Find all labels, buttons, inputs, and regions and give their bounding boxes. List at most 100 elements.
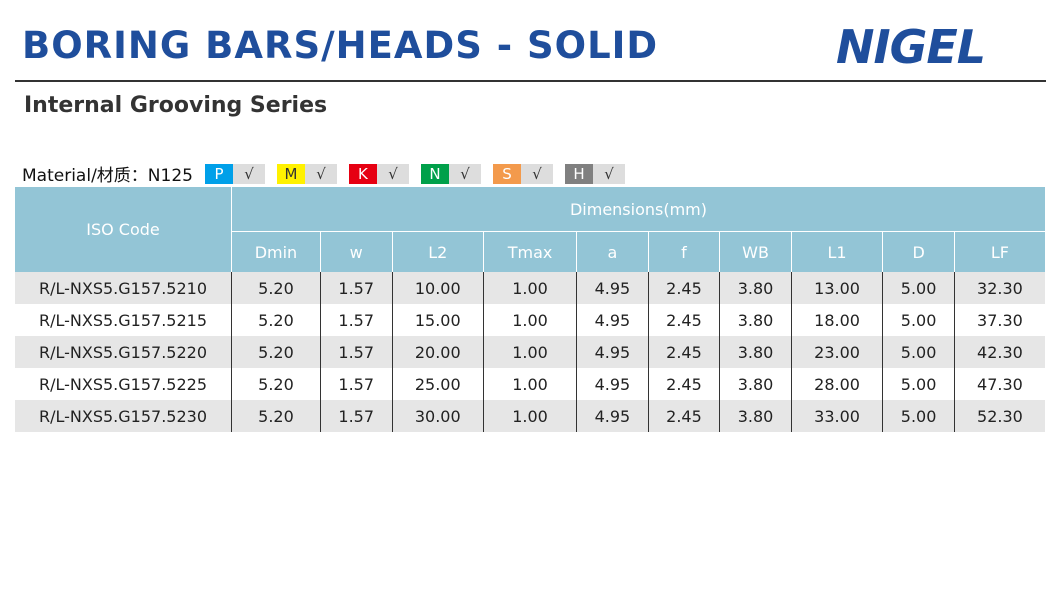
header-row: ISO Code Dimensions(mm) bbox=[15, 187, 1045, 272]
spec-table: ISO Code Dimensions(mm) Dmin w L2 Tmax a f WB L… bbox=[15, 187, 1045, 432]
column-header: f bbox=[647, 231, 720, 272]
cell: 3.80 bbox=[719, 336, 792, 368]
cell: 28.00 bbox=[790, 368, 883, 400]
table-row: R/L-NXS5.G157.5220 5.20 1.57 20.00 1.00 4.95 2… bbox=[15, 336, 1045, 368]
cell: 37.30 bbox=[953, 304, 1045, 336]
iso-code: R/L-NXS5.G157.5220 bbox=[15, 336, 232, 368]
column-header: Tmax bbox=[482, 231, 577, 272]
cell: 5.00 bbox=[882, 368, 955, 400]
cell: 3.80 bbox=[719, 368, 792, 400]
cell: 23.00 bbox=[790, 336, 883, 368]
grade-check: √ bbox=[592, 163, 625, 184]
cell: 2.45 bbox=[647, 272, 720, 304]
iso-code: R/L-NXS5.G157.5225 bbox=[38, 374, 207, 394]
cell: 2.45 bbox=[647, 400, 720, 432]
grade-code: N bbox=[420, 163, 449, 184]
grade-badge: K √ bbox=[348, 163, 409, 184]
grade-badge: P √ bbox=[204, 163, 265, 184]
material-row: Material/材质：N125 P √ M √ K √ N √ S √ H √ bbox=[22, 161, 625, 186]
grade-check: √ bbox=[304, 163, 337, 184]
cell: 10.00 bbox=[391, 272, 484, 304]
cell: 5.00 bbox=[882, 272, 955, 304]
cell: 2.45 bbox=[647, 336, 720, 368]
cell: 1.00 bbox=[482, 272, 577, 304]
cell: 18.00 bbox=[790, 304, 883, 336]
cell: 3.80 bbox=[719, 400, 792, 432]
cell: 5.20 bbox=[231, 400, 321, 432]
cell: 2.45 bbox=[647, 304, 720, 336]
cell: 4.95 bbox=[576, 400, 649, 432]
cell: 1.57 bbox=[319, 304, 392, 336]
grade-code: S bbox=[492, 163, 521, 184]
cell: 1.57 bbox=[319, 336, 392, 368]
cell: 25.00 bbox=[391, 368, 484, 400]
cell: 47.30 bbox=[953, 368, 1045, 400]
grade-badge: S √ bbox=[492, 163, 553, 184]
cell: 4.95 bbox=[576, 336, 649, 368]
cell: 32.30 bbox=[953, 272, 1045, 304]
cell: 52.30 bbox=[953, 400, 1045, 432]
subtitle: Internal Grooving Series bbox=[24, 93, 328, 118]
cell: 1.57 bbox=[319, 368, 392, 400]
grade-check: √ bbox=[376, 163, 409, 184]
cell: 20.00 bbox=[391, 336, 484, 368]
grade-code: P bbox=[204, 163, 233, 184]
column-header: a bbox=[576, 231, 649, 272]
cell: 1.57 bbox=[319, 272, 392, 304]
cell: 42.30 bbox=[953, 336, 1045, 368]
logo: NIGEL bbox=[836, 20, 986, 74]
table-row: R/L-NXS5.G157.5225 5.20 1.57 25.00 1.00 4.95 2… bbox=[15, 368, 1045, 400]
cell: 5.20 bbox=[231, 304, 321, 336]
grade-badge: M √ bbox=[276, 163, 337, 184]
cell: 4.95 bbox=[576, 368, 649, 400]
column-header: D bbox=[882, 231, 955, 272]
title: BORING BARS/HEADS - SOLID bbox=[22, 24, 659, 67]
grade-badge: H √ bbox=[564, 163, 625, 184]
column-header: LF bbox=[953, 231, 1045, 272]
column-header: L2 bbox=[391, 231, 484, 272]
cell: 1.00 bbox=[482, 368, 577, 400]
cell: 5.00 bbox=[882, 304, 955, 336]
iso-header: ISO Code bbox=[15, 187, 232, 272]
cell: 4.95 bbox=[576, 304, 649, 336]
cell: 1.00 bbox=[482, 304, 577, 336]
grade-code: M bbox=[276, 163, 305, 184]
iso-code: R/L-NXS5.G157.5215 bbox=[38, 310, 207, 330]
cell: 3.80 bbox=[719, 304, 792, 336]
column-header: Dmin bbox=[231, 231, 321, 272]
cell: 5.20 bbox=[231, 368, 321, 400]
grade-check: √ bbox=[232, 163, 265, 184]
cell: 30.00 bbox=[391, 400, 484, 432]
column-header: WB bbox=[719, 231, 792, 272]
cell: 3.80 bbox=[719, 272, 792, 304]
grade-check: √ bbox=[448, 163, 481, 184]
cell: 1.57 bbox=[319, 400, 392, 432]
cell: 13.00 bbox=[790, 272, 883, 304]
table-row: R/L-NXS5.G157.5210 5.20 1.57 10.00 1.00 4.95 2… bbox=[15, 272, 1045, 304]
divider bbox=[15, 80, 1046, 82]
grade-code: H bbox=[564, 163, 593, 184]
cell: 33.00 bbox=[790, 400, 883, 432]
table-row: R/L-NXS5.G157.5215 5.20 1.57 15.00 1.00 4.95 2… bbox=[15, 304, 1045, 336]
cell: 1.00 bbox=[482, 336, 577, 368]
cell: 2.45 bbox=[647, 368, 720, 400]
cell: 5.00 bbox=[882, 400, 955, 432]
iso-code: R/L-NXS5.G157.5210 bbox=[15, 272, 232, 304]
column-header: L1 bbox=[790, 231, 883, 272]
grade-code: K bbox=[348, 163, 377, 184]
table-body: R/L-NXS5.G157.5210 5.20 1.57 10.00 1.00 4.95 2… bbox=[15, 272, 1045, 432]
material-label: Material/材质：N125 bbox=[22, 166, 193, 186]
cell: 5.20 bbox=[231, 272, 321, 304]
cell: 15.00 bbox=[391, 304, 484, 336]
grade-badge: N √ bbox=[420, 163, 481, 184]
iso-code: R/L-NXS5.G157.5230 bbox=[15, 400, 232, 432]
column-header: w bbox=[319, 231, 392, 272]
header-row: Dmin w L2 Tmax a f WB L1 D LF bbox=[15, 231, 1045, 272]
cell: 5.00 bbox=[882, 336, 955, 368]
table-row: R/L-NXS5.G157.5230 5.20 1.57 30.00 1.00 4.95 2… bbox=[15, 400, 1045, 432]
cell: 4.95 bbox=[576, 272, 649, 304]
group-header: Dimensions(mm) bbox=[231, 187, 1045, 232]
grade-check: √ bbox=[520, 163, 553, 184]
cell: 1.00 bbox=[482, 400, 577, 432]
